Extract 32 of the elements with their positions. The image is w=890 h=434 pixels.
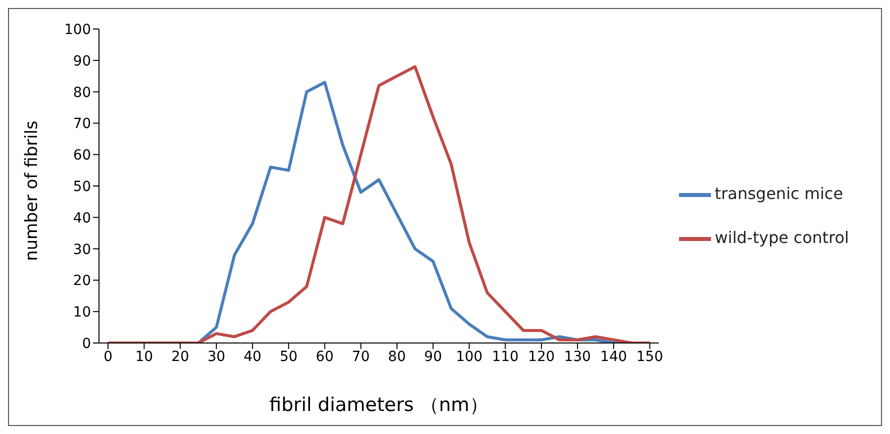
y-tick-label: 30	[73, 242, 91, 258]
y-tick-label: 10	[73, 304, 91, 321]
y-tick-label: 70	[73, 116, 91, 132]
y-tick-label: 80	[73, 84, 91, 101]
y-tick-label: 60	[73, 148, 91, 164]
x-tick-label: 120	[528, 348, 555, 365]
legend-label: transgenic mice	[714, 184, 844, 203]
x-tick-label: 60	[316, 348, 334, 365]
x-tick-label: 0	[104, 348, 112, 365]
x-tick-label: 150	[636, 348, 664, 365]
x-tick-label: 50	[280, 348, 298, 365]
x-tick-label: 140	[600, 348, 628, 365]
y-tick-label: 40	[73, 210, 91, 226]
y-tick-label: 50	[73, 178, 91, 195]
x-tick-label: 90	[424, 348, 442, 365]
legend-label: wild-type control	[714, 228, 849, 247]
y-tick-label: 20	[73, 273, 91, 290]
x-tick-label: 130	[564, 348, 591, 365]
y-tick-label: 0	[82, 336, 91, 352]
y-axis-title: number of fibrils	[22, 120, 42, 261]
x-tick-label: 20	[171, 348, 190, 365]
x-tick-label: 100	[456, 348, 483, 365]
y-tick-label: 90	[73, 53, 91, 70]
x-tick-label: 70	[352, 348, 370, 365]
x-axis-title: fibril diameters （nm）	[269, 394, 488, 416]
x-tick-label: 80	[388, 348, 406, 365]
x-tick-label: 110	[492, 348, 519, 365]
y-tick-label: 100	[64, 22, 91, 38]
x-tick-label: 30	[207, 348, 226, 365]
x-tick-label: 10	[135, 348, 154, 365]
line-series	[106, 65, 652, 343]
x-tick-label: 40	[244, 348, 262, 365]
